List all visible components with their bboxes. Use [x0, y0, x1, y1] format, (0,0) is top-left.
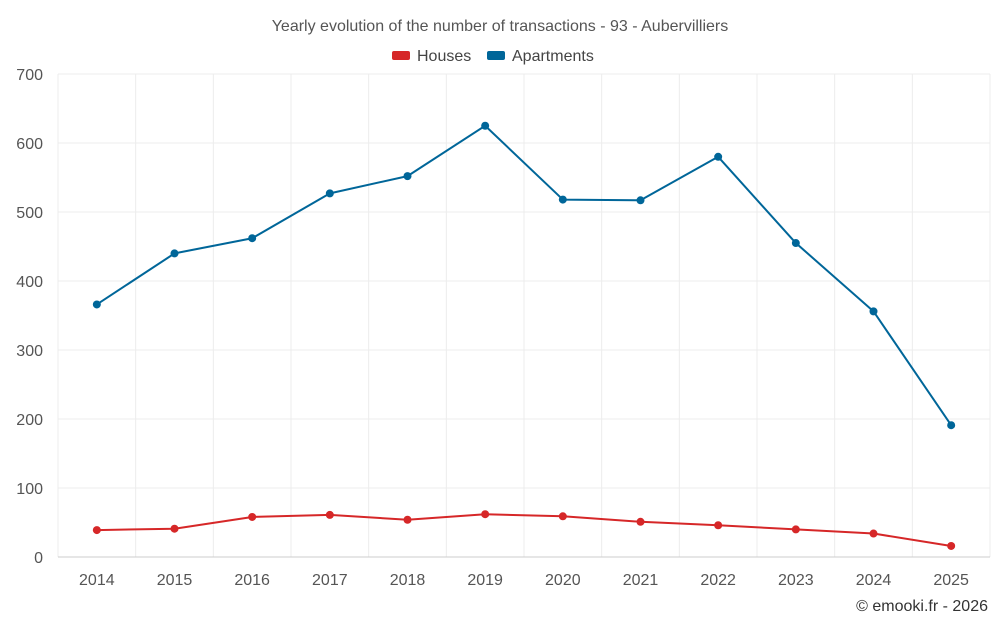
x-tick-label: 2024	[856, 572, 892, 589]
x-tick-label: 2015	[157, 572, 193, 589]
data-point-houses[interactable]	[636, 517, 645, 526]
data-point-houses[interactable]	[481, 510, 490, 519]
data-point-apartments[interactable]	[403, 172, 412, 181]
legend-swatch-houses	[392, 51, 410, 60]
data-point-apartments[interactable]	[947, 421, 956, 430]
data-point-houses[interactable]	[714, 521, 723, 530]
data-point-houses[interactable]	[248, 512, 257, 521]
legend-label-apartments[interactable]: Apartments	[512, 48, 594, 65]
x-tick-label: 2020	[545, 572, 581, 589]
data-point-houses[interactable]	[403, 515, 412, 524]
y-tick-label: 600	[16, 136, 43, 153]
data-point-apartments[interactable]	[248, 234, 257, 243]
data-point-apartments[interactable]	[791, 239, 800, 248]
x-tick-label: 2019	[467, 572, 503, 589]
data-point-apartments[interactable]	[170, 249, 179, 258]
legend-item-apartments[interactable]: Apartments	[487, 48, 594, 65]
data-point-houses[interactable]	[947, 541, 956, 550]
plot-area	[92, 121, 956, 550]
x-tick-label: 2014	[79, 572, 115, 589]
x-tick-label: 2016	[234, 572, 270, 589]
data-point-apartments[interactable]	[481, 121, 490, 130]
legend-label-houses[interactable]: Houses	[417, 48, 471, 65]
credit: © emooki.fr - 2026	[856, 598, 988, 615]
x-tick-label: 2022	[700, 572, 736, 589]
data-point-apartments[interactable]	[325, 189, 334, 198]
grid	[57, 73, 991, 558]
data-point-apartments[interactable]	[636, 196, 645, 205]
x-tick-label: 2018	[390, 572, 426, 589]
data-point-apartments[interactable]	[869, 307, 878, 316]
y-tick-label: 200	[16, 412, 43, 429]
y-tick-label: 300	[16, 343, 43, 360]
y-tick-label: 400	[16, 274, 43, 291]
y-tick-label: 700	[16, 67, 43, 84]
x-tick-label: 2021	[623, 572, 659, 589]
series-line-apartments	[96, 124, 952, 426]
data-point-apartments[interactable]	[558, 195, 567, 204]
series-line-houses	[96, 513, 952, 547]
y-tick-label: 500	[16, 205, 43, 222]
data-point-apartments[interactable]	[714, 152, 723, 161]
data-point-apartments[interactable]	[92, 300, 101, 309]
x-tick-label: 2025	[933, 572, 969, 589]
data-point-houses[interactable]	[325, 510, 334, 519]
y-tick-label: 0	[34, 550, 43, 567]
data-point-houses[interactable]	[92, 526, 101, 535]
x-tick-label: 2017	[312, 572, 348, 589]
data-point-houses[interactable]	[170, 524, 179, 533]
data-point-houses[interactable]	[558, 512, 567, 521]
data-point-houses[interactable]	[791, 525, 800, 534]
legend[interactable]: Houses Apartments	[392, 48, 594, 65]
x-tick-label: 2023	[778, 572, 814, 589]
x-axis: 2014 2015 2016 2017 2018 2019 2020 2021 2022 2023…	[58, 556, 990, 589]
y-axis: 0 100 200 300 400 500 600 700	[16, 67, 43, 567]
data-point-houses[interactable]	[869, 529, 878, 538]
legend-swatch-apartments	[487, 51, 505, 60]
legend-item-houses[interactable]: Houses	[392, 48, 471, 65]
chart-title: Yearly evolution of the number of transa…	[272, 18, 729, 35]
y-tick-label: 100	[16, 481, 43, 498]
